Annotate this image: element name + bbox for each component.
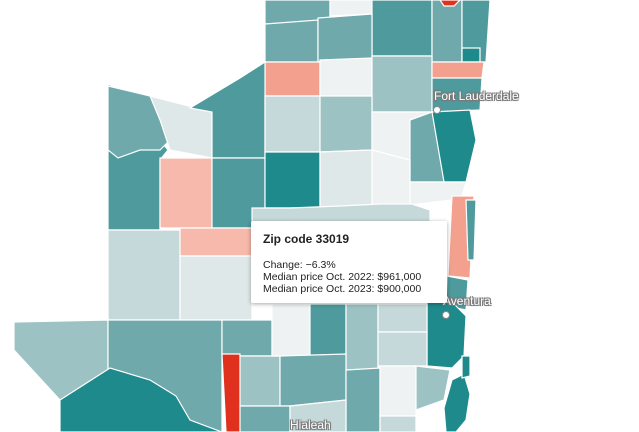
- zip-region[interactable]: [371, 55, 433, 113]
- tooltip-change: Change: −6.3%: [263, 259, 336, 271]
- zip-region[interactable]: [319, 149, 373, 209]
- city-dot: [433, 106, 441, 114]
- zip-region[interactable]: [379, 365, 417, 417]
- zip-region[interactable]: [309, 303, 347, 357]
- city-label: Aventura: [443, 294, 491, 308]
- city-label: Fort Lauderdale: [434, 89, 519, 103]
- zip-region[interactable]: [329, 0, 373, 17]
- zip-region[interactable]: [461, 0, 491, 63]
- zip-region[interactable]: [221, 319, 273, 357]
- zip-region[interactable]: [345, 303, 379, 371]
- zip-region[interactable]: [377, 303, 428, 333]
- zip-region[interactable]: [439, 0, 461, 7]
- zip-region[interactable]: [107, 229, 181, 321]
- zip-region[interactable]: [179, 255, 253, 321]
- zip-region[interactable]: [379, 415, 417, 432]
- zip-region[interactable]: [465, 199, 477, 261]
- zip-region[interactable]: [371, 0, 433, 57]
- zip-region[interactable]: [264, 95, 321, 153]
- zip-region[interactable]: [264, 61, 321, 97]
- zip-region[interactable]: [431, 77, 483, 113]
- zip-region[interactable]: [461, 355, 471, 379]
- city-label: Hialeah: [290, 418, 331, 432]
- zip-region[interactable]: [239, 355, 281, 407]
- zip-tooltip: Zip code 33019 Change: −6.3% Median pric…: [251, 221, 447, 303]
- zip-region[interactable]: [179, 227, 253, 257]
- zip-region[interactable]: [221, 353, 243, 432]
- tooltip-title: Zip code 33019: [263, 232, 350, 246]
- zip-region[interactable]: [431, 61, 485, 79]
- tooltip-price-2023: Median price Oct. 2023: $900,000: [263, 283, 422, 295]
- zip-region[interactable]: [279, 353, 347, 407]
- tooltip-price-2022: Median price Oct. 2022: $961,000: [263, 271, 422, 283]
- zip-region[interactable]: [319, 57, 373, 97]
- zip-region[interactable]: [271, 303, 311, 357]
- zip-region[interactable]: [159, 157, 213, 229]
- zip-region[interactable]: [371, 149, 411, 209]
- zip-region[interactable]: [319, 95, 373, 153]
- zip-region[interactable]: [377, 331, 428, 367]
- zip-region[interactable]: [461, 47, 481, 63]
- zip-region[interactable]: [239, 405, 291, 432]
- zip-region[interactable]: [415, 365, 451, 411]
- zip-region[interactable]: [345, 367, 381, 432]
- zip-region[interactable]: [264, 19, 319, 63]
- zip-region[interactable]: [59, 367, 223, 432]
- zip-region[interactable]: [431, 0, 463, 63]
- zip-region[interactable]: [289, 399, 347, 432]
- zip-region[interactable]: [264, 151, 321, 209]
- city-dot: [442, 311, 450, 319]
- zip-region[interactable]: [317, 13, 373, 63]
